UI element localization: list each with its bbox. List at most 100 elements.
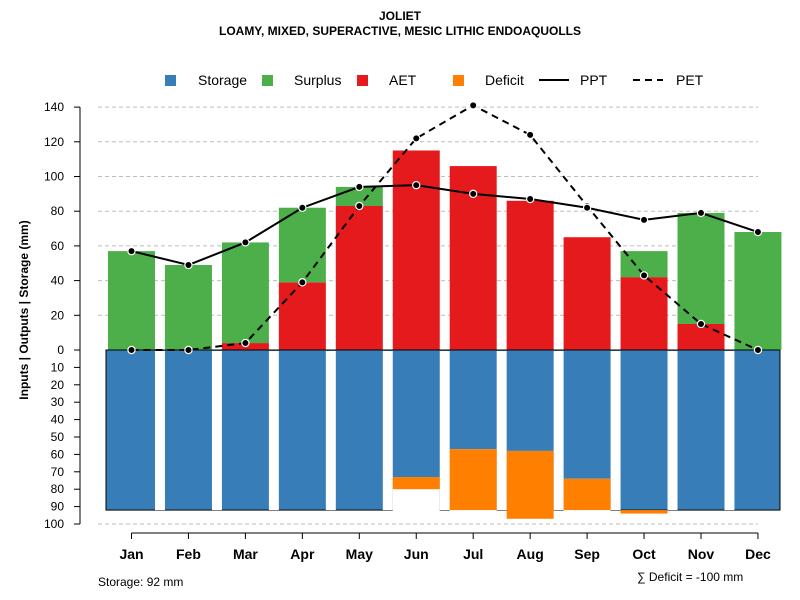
ppt-line [131,184,759,267]
y-tick-label: 120 [44,135,64,149]
pet-line-point [184,345,193,355]
pet-line-point [525,130,535,140]
pet-line-point [696,319,706,329]
chart-title: JOLIET [378,9,421,23]
y-tick-label: 140 [44,100,64,114]
aet-bar-sep [563,237,611,350]
pet-line-point [298,278,307,287]
storage-gap [610,351,621,511]
deficit-bar-oct [620,510,668,514]
y-tick-label: 70 [51,465,65,479]
ppt-line-point [696,208,706,218]
month-label-jan: Jan [119,546,143,562]
deficit-note: ∑ Deficit = -100 mm [637,570,744,584]
y-tick-label: 100 [44,170,64,184]
surplus-bar-apr [278,207,326,283]
legend-storage-label: Storage [198,72,247,88]
y-tick-label: 20 [51,308,65,322]
pet-line-point [241,338,250,348]
storage-gap [382,351,393,511]
ppt-line-point [127,246,136,256]
month-label-aug: Aug [517,546,544,562]
month-label-dec: Dec [745,546,771,562]
ppt-line-point [241,238,250,247]
y-tick-label: 10 [51,360,65,374]
y-tick-label: 40 [51,274,65,288]
month-label-mar: Mar [233,546,258,562]
pet-line-point [355,201,364,211]
legend-pet-label: PET [676,72,704,88]
y-tick-label: 60 [51,239,65,253]
legend-storage-swatch [165,75,176,86]
deficit-bar-sep [563,478,611,511]
pet-line-point [127,345,136,355]
y-tick-label: 50 [51,430,65,444]
ppt-line-point [753,227,763,237]
storage-note: Storage: 92 mm [98,575,184,589]
legend-deficit-swatch [453,75,464,86]
ppt-line-point [525,194,535,204]
y-tick-label: 90 [51,500,65,514]
aet-bar-jun [392,150,440,350]
legend-surplus-swatch [262,75,273,86]
surplus-bar-dec [734,232,782,350]
storage-gap [211,351,222,511]
month-label-sep: Sep [574,546,600,562]
ppt-line-point [469,189,478,199]
ppt-line-point [184,260,193,270]
deficit-bar-aug [506,450,554,519]
month-label-may: May [346,546,373,562]
surplus-bar-nov [677,212,725,324]
storage-gap [724,351,735,511]
y-tick-label: 80 [51,482,65,496]
surplus-bar-jan [108,251,155,350]
storage-gap [667,351,678,511]
surplus-bar-feb [164,264,212,350]
y-tick-label: 0 [57,343,64,357]
aet-bar-oct [620,277,668,350]
storage-gap [268,351,279,511]
pet-line [131,104,759,351]
storage-gap [553,351,564,511]
aet-bar-apr [278,282,326,350]
deficit-bar-jun [392,477,440,490]
aet-bar-nov [677,323,725,350]
pet-line-point [639,271,649,280]
month-label-jun: Jun [404,546,429,562]
storage-gap [325,351,336,511]
y-tick-label: 80 [51,204,65,218]
aet-bar-may [335,205,383,350]
month-label-jul: Jul [463,546,483,562]
legend-surplus-label: Surplus [294,72,341,88]
y-tick-label: 40 [51,413,65,427]
y-tick-label: 60 [51,447,65,461]
ppt-line-point [355,182,364,192]
legend-aet-label: AET [389,72,417,88]
legend-aet-swatch [357,75,368,86]
y-tick-label: 20 [51,378,65,392]
y-tick-label: 30 [51,395,65,409]
storage-gap [155,351,165,511]
storage-gap [439,351,450,511]
storage-gap [496,351,507,511]
y-axis-title: Inputs | Outputs | Storage (mm) [17,220,31,399]
chart-subtitle: LOAMY, MIXED, SUPERACTIVE, MESIC LITHIC … [218,24,582,38]
month-label-oct: Oct [632,546,656,562]
legend-ppt-label: PPT [580,72,608,88]
legend-deficit-label: Deficit [485,72,524,88]
pet-line-point [469,101,478,110]
ppt-line-point [298,203,307,212]
ppt-line-point [582,203,592,212]
ppt-line-point [412,180,421,190]
month-label-feb: Feb [176,546,201,562]
pet-line-point [753,345,763,355]
month-label-apr: Apr [290,546,315,562]
deficit-bar-jul [449,449,497,511]
ppt-line-point [639,215,649,225]
y-tick-label: 100 [44,517,64,531]
pet-line-point [412,134,421,143]
aet-bar-aug [506,200,554,350]
surplus-bar-mar [221,242,269,344]
month-label-nov: Nov [688,546,715,562]
